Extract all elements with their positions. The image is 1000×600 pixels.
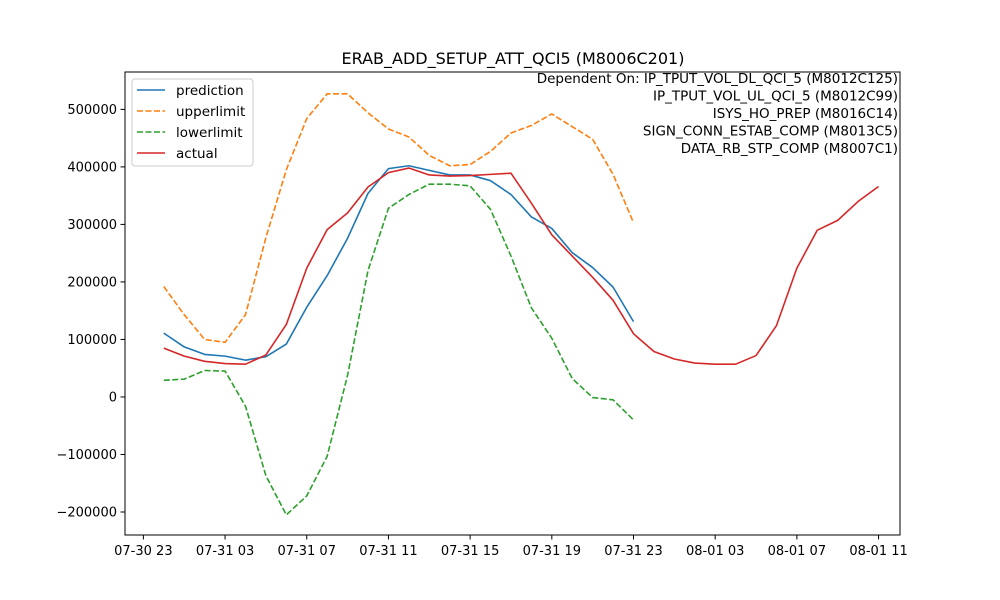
dependency-annotation: Dependent On: IP_TPUT_VOL_DL_QCI_5 (M801… — [537, 71, 898, 157]
x-tick-label: 08-01 07 — [768, 544, 826, 559]
legend-box — [131, 78, 254, 167]
y-tick-label: 500000 — [67, 103, 117, 118]
legend-label-lowerlimit: lowerlimit — [176, 125, 243, 141]
annotation-line: Dependent On: IP_TPUT_VOL_DL_QCI_5 (M801… — [537, 71, 898, 87]
y-tick-label: −100000 — [56, 448, 117, 463]
series-line-upperlimit — [163, 93, 635, 344]
series-layer — [163, 93, 880, 516]
series-line-prediction — [163, 164, 635, 361]
legend-label-prediction: prediction — [176, 83, 244, 99]
legend: prediction upperlimit lowerlimit actual — [131, 78, 254, 167]
x-tick-label: 07-31 03 — [196, 544, 254, 559]
annotation-line: IP_TPUT_VOL_UL_QCI_5 (M8012C99) — [653, 89, 898, 105]
x-tick-label: 07-31 15 — [441, 544, 499, 559]
y-tick-label: 300000 — [67, 218, 117, 233]
series-line-lowerlimit — [163, 183, 635, 516]
y-tick-label: 400000 — [67, 160, 117, 175]
x-tick-label: 07-31 07 — [278, 544, 336, 559]
y-tick-label: 100000 — [67, 333, 117, 348]
annotation-line: ISYS_HO_PREP (M8016C14) — [713, 106, 898, 122]
x-tick-label: 07-31 19 — [523, 544, 581, 559]
series-line-actual — [163, 167, 880, 365]
chart-title: ERAB_ADD_SETUP_ATT_QCI5 (M8006C201) — [342, 49, 685, 69]
x-tick-label: 08-01 03 — [686, 544, 744, 559]
legend-label-upperlimit: upperlimit — [176, 104, 245, 120]
x-tick-label: 07-30 23 — [114, 544, 172, 559]
x-tick-label: 07-31 23 — [604, 544, 662, 559]
y-axis: −200000 −100000 0 100000 200000 300000 400000 5… — [56, 103, 125, 520]
legend-label-actual: actual — [176, 146, 218, 162]
annotation-line: SIGN_CONN_ESTAB_COMP (M8013C5) — [643, 124, 898, 140]
plot-frame — [124, 71, 901, 536]
y-tick-label: −200000 — [56, 505, 117, 520]
y-tick-label: 0 — [109, 390, 117, 405]
y-tick-label: 200000 — [67, 275, 117, 290]
x-tick-label: 08-01 11 — [849, 544, 907, 559]
x-axis: 07-30 23 07-31 03 07-31 07 07-31 11 07-31 15… — [114, 535, 908, 559]
annotation-line: DATA_RB_STP_COMP (M8007C1) — [681, 141, 898, 157]
x-tick-label: 07-31 11 — [359, 544, 417, 559]
